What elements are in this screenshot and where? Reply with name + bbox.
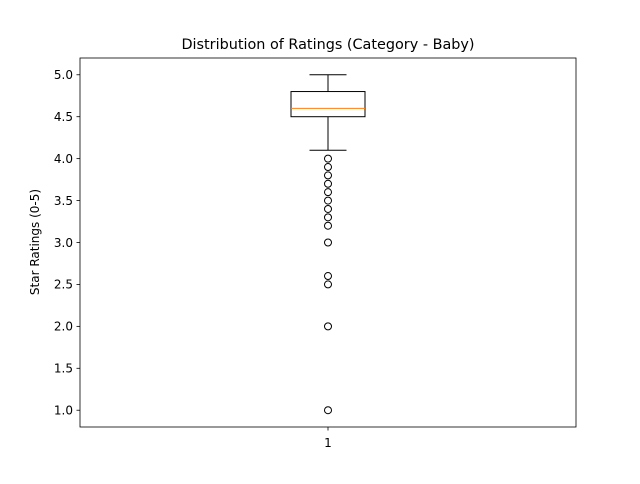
outlier-point [324,196,332,205]
plot-area: 1.0 1.5 2.0 2.5 3.0 3.5 4.0 4.5 5.0 1 [54,57,577,450]
outlier-point [324,204,332,213]
y-tick-label: 5.0 [54,68,73,82]
y-tick-label: 1.5 [54,362,73,376]
y-axis-label: Star Ratings (0-5) [28,189,42,295]
y-tick-label: 2.5 [54,278,73,292]
outlier-point [324,406,332,415]
outlier-point [324,213,332,222]
plot-frame [79,57,577,428]
y-tick-label: 4.0 [54,152,73,166]
iqr-box [290,91,366,118]
outlier-point [324,322,332,331]
outlier-point [324,238,332,247]
outlier-point [324,154,332,163]
outlier-point [324,171,332,180]
chart-title: Distribution of Ratings (Category - Baby… [181,37,474,53]
x-tick-label: 1 [324,436,332,450]
y-tick-label: 1.0 [54,404,73,418]
outlier-point [324,221,332,230]
outlier-point [324,163,332,172]
y-tick-label: 2.0 [54,320,73,334]
outlier-point [324,188,332,197]
y-tick-label: 3.0 [54,236,73,250]
y-tick-label: 4.5 [54,110,73,124]
outlier-point [324,272,332,281]
outlier-point [324,179,332,188]
y-tick-label: 3.5 [54,194,73,208]
outlier-point [324,280,332,289]
